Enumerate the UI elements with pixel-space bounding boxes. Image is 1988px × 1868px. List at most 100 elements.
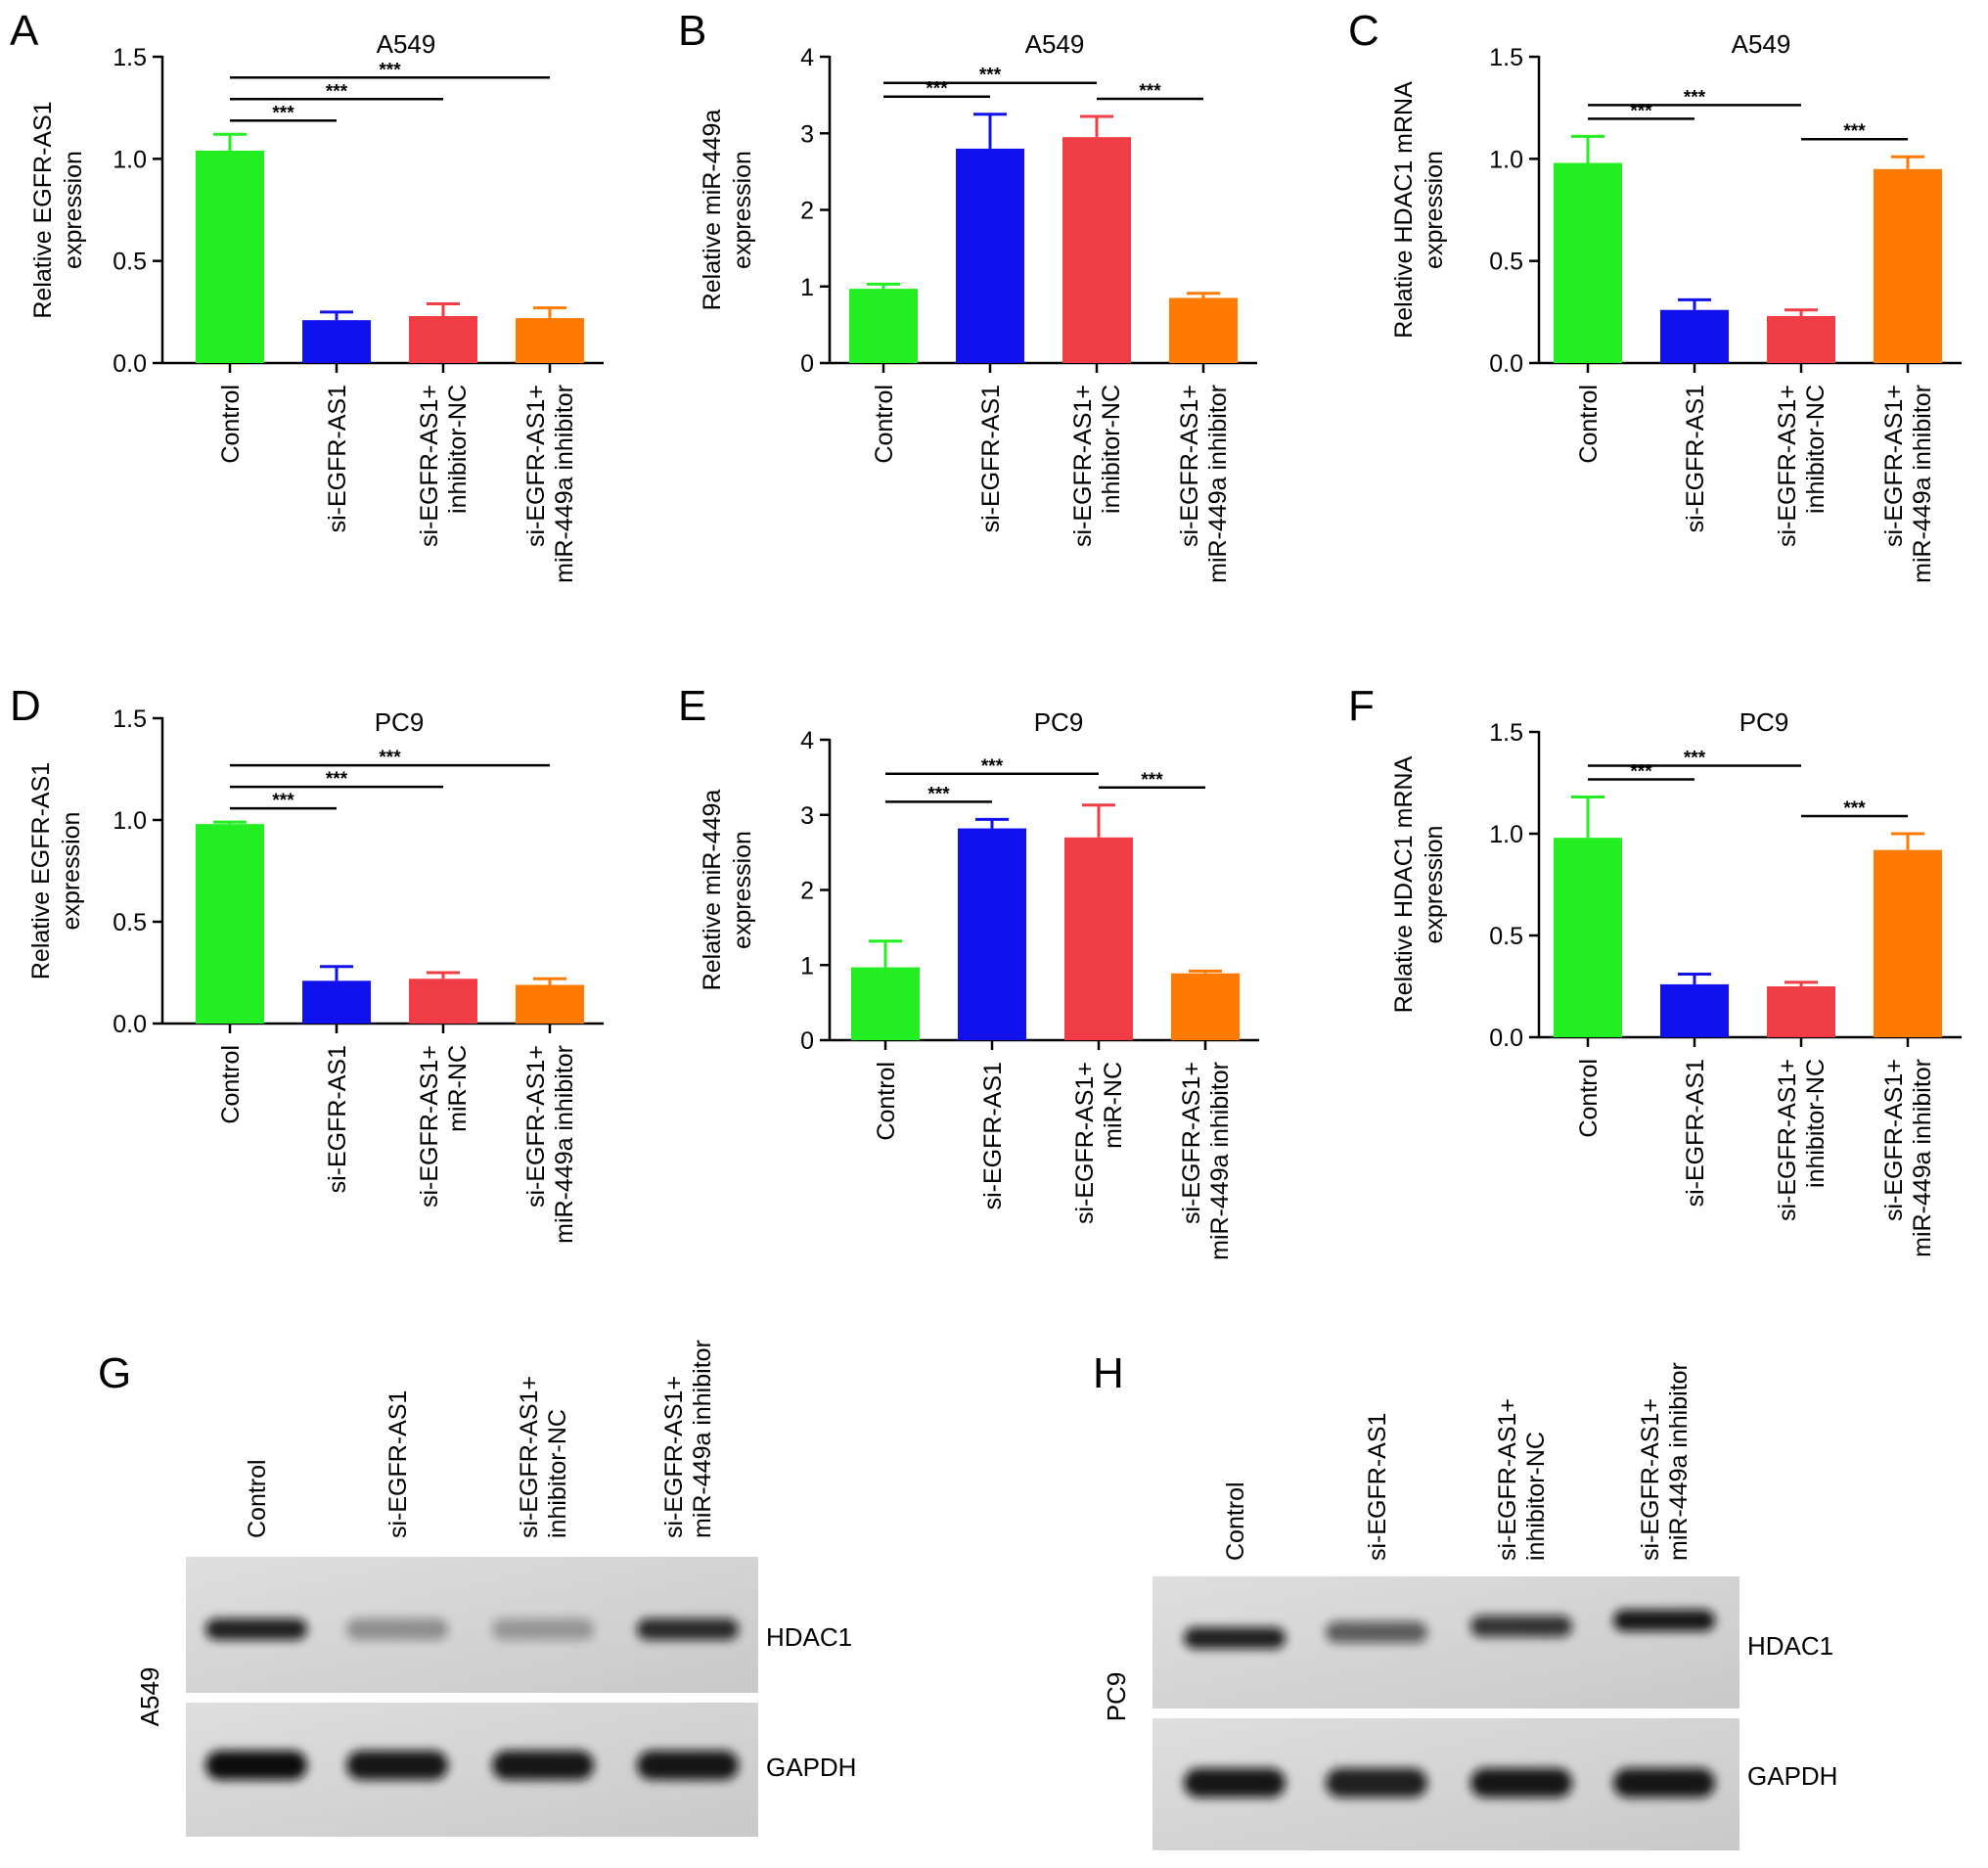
significance-label: ***	[272, 791, 294, 811]
lane-label-line: miR-449a inhibitor	[1665, 1362, 1693, 1561]
bar	[1169, 297, 1238, 363]
x-tick-label-line: Control	[217, 385, 245, 464]
x-tick-label: si-EGFR-AS1+inhibitor-NC	[1774, 385, 1830, 547]
x-tick-label-line: miR-449a inhibitor	[551, 385, 578, 583]
y-tick-label: 0.0	[113, 350, 147, 378]
bar	[1767, 316, 1835, 363]
bar	[409, 979, 477, 1024]
blot-panel-h: H Control si-EGFR-AS1 si-EGFR-AS1+inhibitor…	[1093, 1349, 1837, 1850]
x-tick-label-line: si-EGFR-AS1	[979, 1062, 1007, 1209]
y-axis-label: Relative HDAC1 mRNA expression	[1390, 81, 1448, 339]
band	[205, 1751, 307, 1780]
x-tick-label: Control	[1575, 385, 1603, 464]
band	[492, 1751, 594, 1780]
x-tick-label-line: si-EGFR-AS1	[1682, 385, 1709, 532]
bar	[1064, 837, 1133, 1040]
chart-panel-c: C A549 0.0 0.5 1.0 1.5 Relative HDAC1 mRNA expr…	[1348, 7, 1962, 583]
x-tick-label-line: si-EGFR-AS1+	[1774, 1059, 1801, 1221]
bar	[196, 150, 264, 363]
y-axis-label: Relative EGFR-AS1 expression	[27, 762, 85, 980]
panel-letter: G	[98, 1349, 131, 1397]
bar	[849, 289, 918, 363]
y-axis-label-line: Relative EGFR-AS1	[29, 101, 57, 318]
cell-line-label: PC9	[1102, 1672, 1131, 1722]
lane-label: Control	[1222, 1481, 1249, 1561]
y-axis-label-line: expression	[60, 151, 87, 269]
x-tick-label: si-EGFR-AS1+miR-449a inhibitor	[522, 1045, 578, 1244]
significance-label: ***	[1141, 770, 1163, 791]
x-tick-label-line: si-EGFR-AS1+	[1178, 1062, 1205, 1224]
lane-label-line: Control	[1222, 1481, 1249, 1561]
y-tick-label: 1.0	[113, 146, 147, 173]
panel-letter: E	[678, 682, 706, 730]
lane-label-line: si-EGFR-AS1+	[1637, 1398, 1664, 1561]
y-tick-label: 0.5	[1489, 923, 1523, 950]
lane-label-line: si-EGFR-AS1	[1364, 1413, 1391, 1561]
lane-label-line: si-EGFR-AS1+	[1494, 1398, 1521, 1561]
bar	[958, 828, 1026, 1040]
protein-label: GAPDH	[766, 1753, 856, 1782]
panel-letter: A	[10, 7, 39, 55]
x-tick-label-line: si-EGFR-AS1	[324, 385, 351, 532]
lane-label: si-EGFR-AS1+miR-449a inhibitor	[1637, 1362, 1693, 1561]
y-tick-label: 1	[800, 274, 814, 301]
band	[1326, 1768, 1427, 1798]
y-tick-label: 0.5	[113, 249, 147, 276]
x-tick-label-line: inhibitor-NC	[1802, 385, 1830, 514]
y-axis-label-line: Relative HDAC1 mRNA	[1390, 755, 1418, 1013]
protein-label: HDAC1	[1747, 1631, 1833, 1661]
y-tick-label: 0	[800, 350, 814, 378]
y-tick-label: 3	[800, 802, 814, 830]
lane-label-line: si-EGFR-AS1+	[516, 1376, 543, 1538]
y-axis-label-line: Relative EGFR-AS1	[27, 762, 55, 980]
chart-title: A549	[1732, 29, 1791, 59]
chart-panel-f: F PC9 0.0 0.5 1.0 1.5 Relative HDAC1 mRNA expre…	[1348, 682, 1962, 1257]
band	[1184, 1627, 1286, 1649]
bar	[516, 318, 584, 363]
x-tick-label: si-EGFR-AS1	[1682, 385, 1709, 532]
significance-label: ***	[379, 60, 401, 80]
lane-label-line: inhibitor-NC	[544, 1409, 571, 1538]
y-tick-label: 0.0	[1489, 350, 1523, 378]
bar	[1062, 137, 1131, 363]
x-tick-label: si-EGFR-AS1+miR-449a inhibitor	[1880, 385, 1936, 583]
significance-label: ***	[379, 748, 401, 768]
x-tick-label-line: si-EGFR-AS1+	[416, 1045, 443, 1207]
band	[346, 1751, 448, 1780]
bar	[851, 967, 920, 1040]
x-tick-label-line: si-EGFR-AS1	[977, 385, 1005, 532]
bar	[516, 984, 584, 1024]
y-axis-label-line: expression	[1421, 151, 1448, 269]
y-tick-label: 3	[800, 120, 814, 148]
lane-label: si-EGFR-AS1+inhibitor-NC	[1494, 1398, 1550, 1561]
panel-letter: H	[1093, 1349, 1124, 1397]
x-tick-label: si-EGFR-AS1	[324, 385, 351, 532]
x-tick-label: Control	[1575, 1059, 1603, 1138]
band	[637, 1618, 739, 1640]
lane-label-line: si-EGFR-AS1+	[660, 1376, 688, 1538]
band	[1184, 1768, 1286, 1798]
significance-label: ***	[1684, 749, 1706, 769]
x-tick-label-line: miR-449a inhibitor	[1909, 385, 1936, 583]
panel-letter: F	[1348, 682, 1375, 730]
band	[205, 1618, 307, 1640]
y-axis-label-line: Relative miR-449a	[699, 790, 726, 991]
y-tick-label: 1.5	[1489, 44, 1523, 71]
bar	[1874, 849, 1942, 1037]
y-tick-label: 0	[800, 1027, 814, 1055]
band	[1470, 1616, 1572, 1637]
lane-label: si-EGFR-AS1	[1364, 1413, 1391, 1561]
x-tick-label-line: inhibitor-NC	[1802, 1059, 1830, 1188]
y-tick-label: 1.5	[113, 44, 147, 71]
y-axis-label-line: Relative HDAC1 mRNA	[1390, 81, 1418, 339]
lane-label: si-EGFR-AS1	[384, 1390, 412, 1538]
lane-label-line: Control	[244, 1459, 271, 1538]
x-tick-label: si-EGFR-AS1	[977, 385, 1005, 532]
panel-letter: D	[10, 682, 41, 730]
y-axis-label-line: expression	[729, 151, 756, 269]
significance-label: ***	[326, 81, 348, 102]
chart-title: A549	[377, 29, 436, 59]
bar	[1660, 309, 1729, 363]
